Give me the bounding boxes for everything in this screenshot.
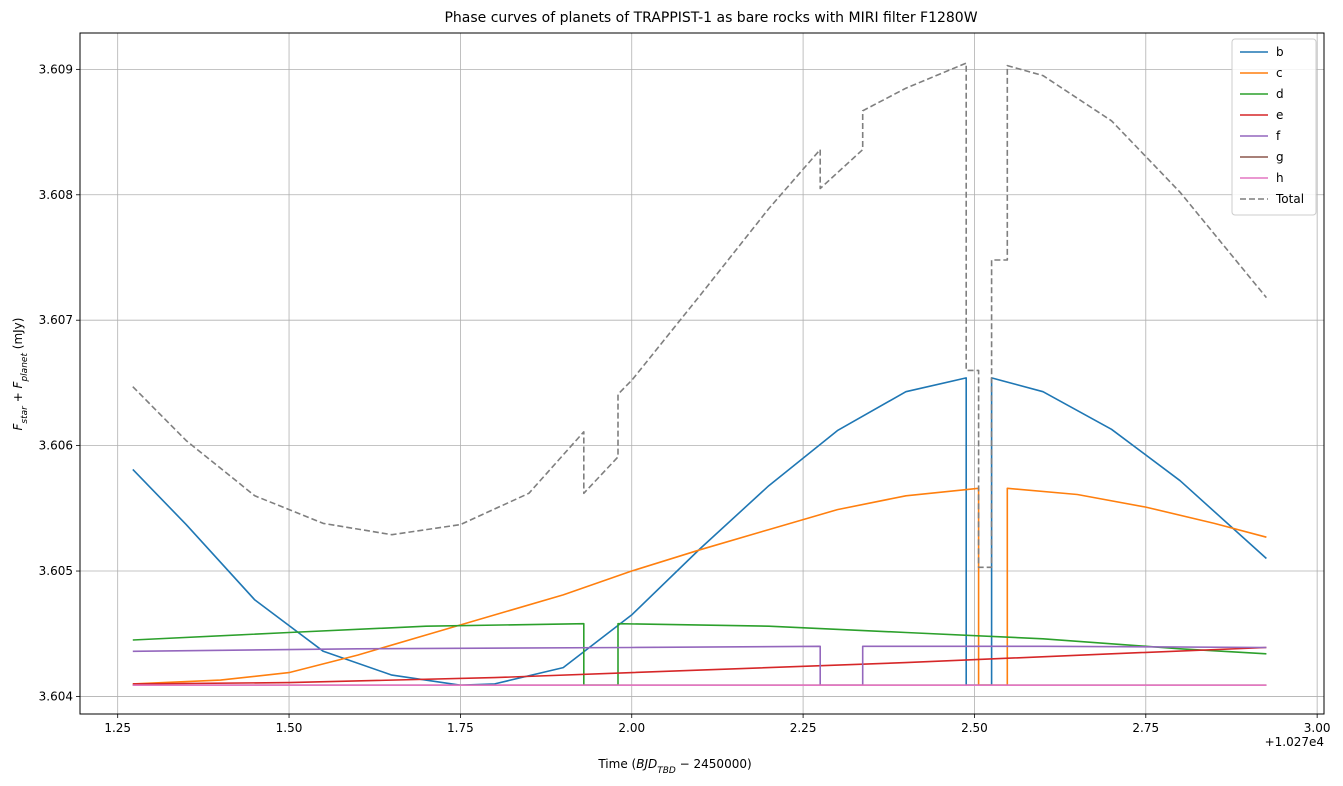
y-tick-label: 3.605 <box>39 564 73 578</box>
legend-label: f <box>1276 129 1281 143</box>
series-line-b <box>132 377 1267 687</box>
legend-label: g <box>1276 150 1284 164</box>
y-tick-label: 3.606 <box>39 439 73 453</box>
series-line-f <box>132 645 1267 687</box>
chart-title: Phase curves of planets of TRAPPIST-1 as… <box>444 10 977 26</box>
x-tick-label: 3.00 <box>1304 721 1331 735</box>
x-tick-label: 2.75 <box>1132 721 1159 735</box>
y-ticks: 3.604 3.605 3.606 3.607 3.608 3.609 <box>39 62 80 703</box>
series-line-d <box>132 622 1267 687</box>
x-offset-label: +1.027e4 <box>1265 735 1324 749</box>
x-tick-label: 1.25 <box>104 721 131 735</box>
legend-label: c <box>1276 66 1283 80</box>
x-tick-label: 1.50 <box>276 721 303 735</box>
plot-frame <box>79 32 1325 715</box>
legend-label: e <box>1276 108 1283 122</box>
x-axis-label: Time (BJDTBD − 2450000) <box>597 757 751 776</box>
x-tick-label: 2.25 <box>790 721 817 735</box>
y-tick-label: 3.604 <box>39 689 73 703</box>
y-tick-label: 3.608 <box>39 188 73 202</box>
legend-box <box>1231 38 1317 216</box>
x-tick-label: 2.50 <box>961 721 988 735</box>
legend-label: b <box>1276 45 1284 59</box>
x-ticks: 1.25 1.50 1.75 2.00 2.25 2.50 2.75 3.00 <box>104 714 1331 735</box>
legend-label: h <box>1276 171 1284 185</box>
y-tick-label: 3.607 <box>39 313 73 327</box>
legend-label: d <box>1276 87 1284 101</box>
x-tick-label: 1.75 <box>447 721 474 735</box>
y-tick-label: 3.609 <box>39 62 73 76</box>
series-line-c <box>132 487 1267 687</box>
x-tick-label: 2.00 <box>618 721 645 735</box>
series-lines <box>132 62 1268 687</box>
y-axis-label: Fstar + Fplanet (mJy) <box>11 318 30 431</box>
grid <box>80 33 1324 714</box>
series-line-total <box>132 62 1268 569</box>
legend-label: Total <box>1275 192 1304 206</box>
series-line-e <box>132 646 1267 685</box>
